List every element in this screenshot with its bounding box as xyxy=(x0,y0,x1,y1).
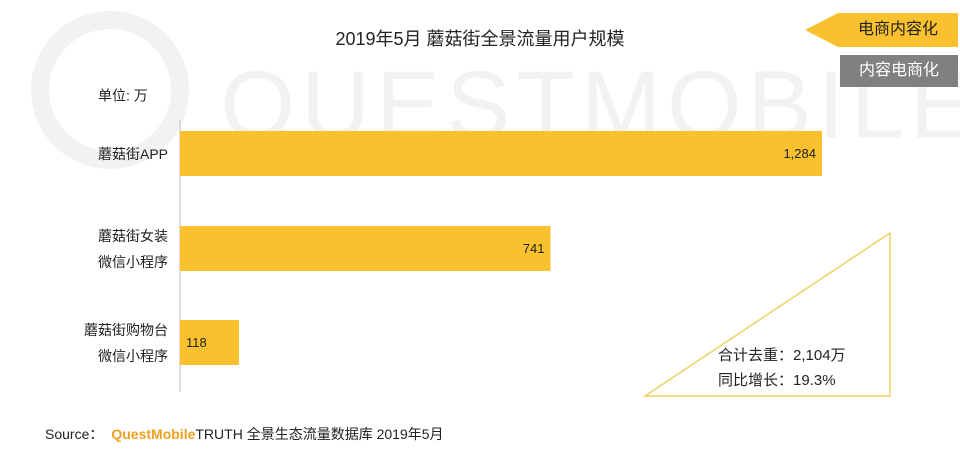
bar xyxy=(180,131,822,176)
category-label: 蘑菇街女装 微信小程序 xyxy=(98,227,168,270)
bar xyxy=(180,320,239,365)
unit-label: 单位: 万 xyxy=(98,88,148,104)
category-label: 蘑菇街购物台 微信小程序 xyxy=(84,321,168,364)
annotation: 同比增长：19.3% xyxy=(718,372,836,389)
source-brand: QuestMobile xyxy=(111,426,195,442)
chart-title: 2019年5月 蘑菇街全景流量用户规模 xyxy=(335,29,624,49)
tab-inactive[interactable] xyxy=(840,55,958,87)
source: Source： QuestMobileTRUTH 全景生态流量数据库 2019年5… xyxy=(45,426,444,442)
watermark-logo xyxy=(31,11,189,169)
source-text: TRUTH 全景生态流量数据库 2019年5月 xyxy=(195,426,443,442)
value-label: 741 xyxy=(523,241,545,256)
tab-label[interactable]: 内容电商化 xyxy=(859,61,939,79)
bar xyxy=(180,226,551,271)
value-label: 1,284 xyxy=(783,146,816,161)
value-label: 118 xyxy=(186,335,207,350)
category-label: 蘑菇街APP xyxy=(97,145,168,162)
source-prefix: Source： xyxy=(45,426,103,442)
tab-active[interactable] xyxy=(805,13,958,47)
annotation: 合计去重：2,104万 xyxy=(718,347,846,364)
tab-label[interactable]: 电商内容化 xyxy=(858,20,938,38)
annotation-triangle xyxy=(642,231,891,397)
